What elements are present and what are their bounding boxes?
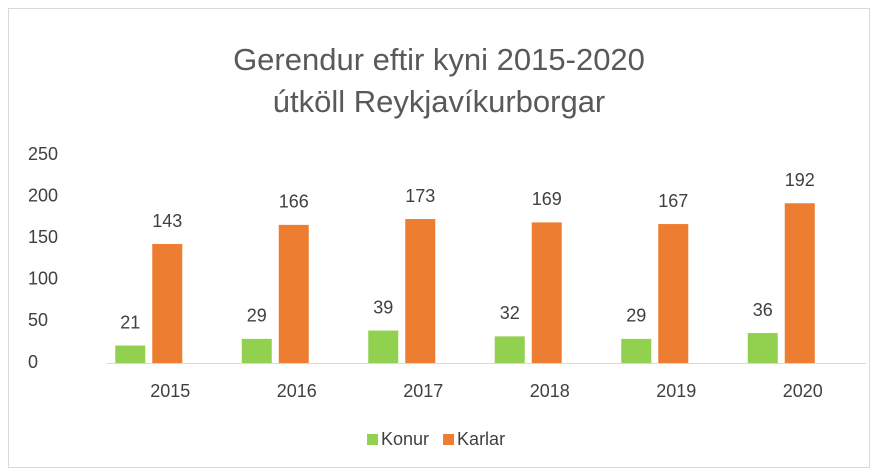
x-tick-label: 2016 (277, 381, 317, 401)
legend-swatch (443, 434, 455, 445)
bar (241, 338, 272, 363)
data-label: 29 (247, 306, 267, 326)
legend-label: Konur (381, 429, 429, 449)
data-label: 32 (500, 303, 520, 323)
data-label: 29 (626, 306, 646, 326)
chart-title: útköll Reykjavíkurborgar (273, 84, 606, 119)
bar (405, 219, 436, 363)
data-label: 167 (658, 191, 688, 211)
y-tick-label: 100 (28, 269, 58, 289)
data-label: 36 (753, 300, 773, 320)
y-tick-label: 50 (28, 310, 48, 330)
bar (278, 224, 309, 363)
data-label: 39 (373, 297, 393, 317)
x-tick-label: 2020 (783, 381, 823, 401)
y-tick-label: 200 (28, 185, 58, 205)
data-label: 166 (279, 192, 309, 212)
legend-swatch (367, 434, 378, 445)
chart-title: Gerendur eftir kyni 2015-2020 (233, 42, 645, 77)
chart-frame (8, 8, 870, 468)
bar (368, 330, 399, 363)
legend-label: Karlar (457, 429, 505, 449)
x-tick-label: 2015 (150, 381, 190, 401)
data-label: 192 (785, 170, 815, 190)
data-label: 21 (120, 312, 140, 332)
bar (115, 345, 146, 363)
y-tick-label: 250 (28, 144, 58, 164)
x-tick-label: 2018 (530, 381, 570, 401)
x-tick-label: 2019 (656, 381, 696, 401)
bar (531, 222, 562, 363)
data-label: 143 (152, 211, 182, 231)
data-label: 169 (532, 189, 562, 209)
y-tick-label: 0 (28, 352, 38, 372)
y-tick-label: 150 (28, 227, 58, 247)
bar (621, 338, 652, 363)
bar (784, 203, 815, 363)
bar (747, 333, 778, 363)
bar (152, 244, 183, 363)
bar (658, 224, 689, 363)
x-tick-label: 2017 (403, 381, 443, 401)
bar (494, 336, 525, 363)
data-label: 173 (405, 186, 435, 206)
